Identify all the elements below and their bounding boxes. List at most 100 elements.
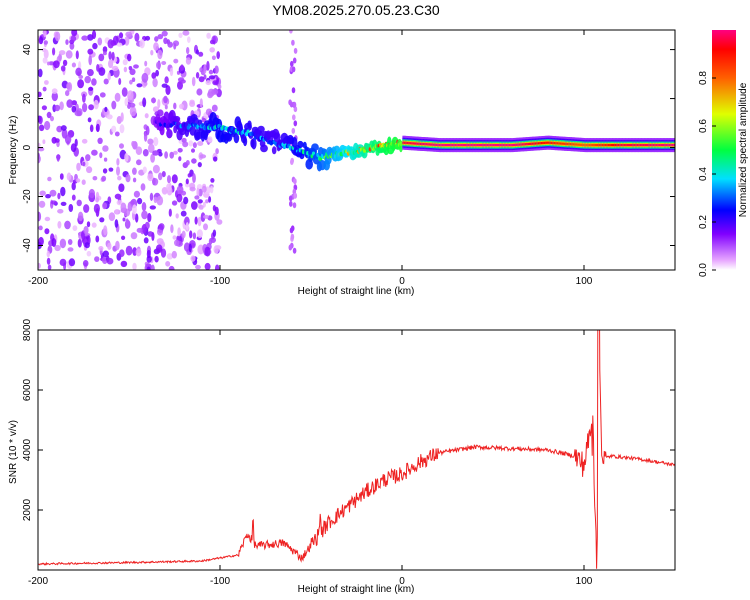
snr-series-line (38, 330, 675, 569)
ridge-band (463, 144, 466, 147)
noise-blob (183, 242, 191, 252)
ridge-band (435, 143, 439, 146)
ridge-band (505, 144, 508, 147)
noise-blob (70, 143, 77, 153)
noise-blob (150, 153, 156, 163)
noise-blob (173, 150, 178, 155)
ridge-band (412, 142, 415, 145)
noise-blob (208, 69, 214, 75)
ridge-halo (361, 149, 368, 159)
noise-blob (142, 166, 147, 174)
noise-blob (166, 183, 172, 191)
noise-blob (114, 131, 120, 137)
spectrogram-y-ticks: -40 -20 0 20 40 (22, 44, 675, 253)
noise-blob (195, 72, 200, 79)
ridge-band (559, 142, 562, 145)
ridge-halo (159, 125, 165, 136)
noise-blob (147, 231, 154, 237)
noise-blob (152, 78, 158, 88)
snr-x-ticks: -200 -100 0 100 (28, 330, 593, 587)
noise-blob (38, 36, 44, 45)
noise-blob (86, 221, 91, 228)
noise-blob (209, 39, 216, 45)
ridge-halo (260, 144, 268, 153)
noise-blob (177, 227, 181, 237)
noise-blob (107, 72, 111, 81)
ridge-band (594, 144, 597, 147)
noise-blob (99, 152, 103, 159)
noise-blob (152, 164, 160, 174)
spectrogram-x-ticks: -200 -100 0 100 (28, 30, 593, 287)
noise-blob (165, 85, 171, 96)
noise-blob (191, 158, 197, 164)
ridge-band (469, 144, 472, 147)
noise-blob (118, 78, 122, 85)
ridge-band (491, 144, 494, 147)
ridge-core (399, 141, 403, 146)
noise-blob (146, 266, 151, 270)
ridge-band (622, 144, 625, 147)
colorbar-gradient (712, 30, 736, 270)
ridge-band (441, 144, 444, 147)
ridge-band (447, 144, 450, 147)
ridge-halo (233, 133, 240, 144)
ridge-halo (271, 146, 277, 155)
ridge-band (450, 144, 453, 147)
ridge-band (425, 143, 428, 146)
colorbar-tick-label: 0.0 (698, 263, 709, 277)
noise-blob (44, 228, 50, 235)
noise-blob (133, 64, 139, 69)
streak-blob (291, 87, 296, 94)
noise-blob (106, 257, 114, 265)
ridge-band (671, 144, 674, 147)
noise-blob (38, 124, 45, 132)
noise-blob (51, 238, 57, 247)
noise-blob (207, 136, 213, 143)
noise-blob (179, 103, 184, 110)
ridge-band (558, 142, 561, 145)
noise-blob (91, 30, 97, 40)
noise-blob (83, 204, 90, 213)
noise-blob (82, 161, 86, 167)
ridge-band (647, 144, 650, 147)
ridge-band (614, 144, 618, 147)
colorbar-tick-label: 0.4 (698, 167, 709, 181)
noise-blob (111, 65, 119, 72)
ridge-band (529, 142, 532, 145)
noise-blob (121, 87, 128, 97)
noise-blob (94, 256, 100, 262)
noise-blob (96, 64, 100, 72)
ridge-band (449, 144, 452, 147)
spectrogram-x-label: Height of straight line (km) (298, 286, 415, 297)
ridge-band (641, 144, 644, 147)
ridge-band (438, 144, 441, 147)
streak-blob (291, 66, 296, 73)
ridge-band (473, 144, 476, 147)
noise-blob (107, 242, 112, 250)
noise-blob (43, 30, 47, 38)
ridge-band (518, 143, 521, 146)
noise-blob (161, 30, 168, 37)
noise-blob (123, 66, 128, 73)
ridge-band (626, 144, 629, 147)
streak-blob (293, 47, 298, 54)
noise-blob (209, 47, 215, 53)
noise-blob (192, 142, 197, 149)
noise-blob (121, 235, 126, 240)
noise-blob (198, 76, 205, 83)
ridge-band (408, 142, 411, 145)
ridge-halo (273, 132, 281, 143)
noise-blob (129, 106, 137, 117)
noise-blob (141, 210, 148, 220)
noise-blob (196, 187, 200, 198)
noise-blob (119, 124, 125, 134)
y-tick-label: 40 (22, 44, 33, 56)
noise-blob (154, 255, 159, 263)
noise-blob (38, 262, 41, 269)
ridge-halo (173, 115, 181, 123)
x-tick-label: 100 (576, 276, 593, 287)
ridge-band (520, 143, 523, 146)
ridge-band (587, 144, 590, 147)
ridge-core (246, 129, 250, 134)
